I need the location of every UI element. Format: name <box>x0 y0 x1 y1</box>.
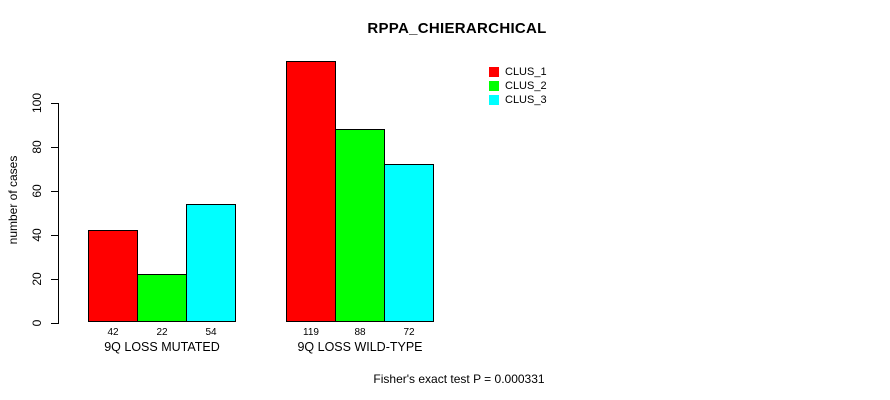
category-label: 9Q LOSS MUTATED <box>104 340 220 354</box>
y-tick <box>51 190 58 192</box>
bar <box>286 60 336 323</box>
y-tick-label: 40 <box>30 227 44 242</box>
bar-value-label: 72 <box>403 327 415 338</box>
legend-item: CLUS_2 <box>489 80 547 92</box>
bar-value-label: 42 <box>107 327 119 338</box>
y-tick-label: 100 <box>30 92 44 113</box>
y-tick-label: 0 <box>30 319 44 326</box>
legend-item: CLUS_1 <box>489 66 547 78</box>
y-tick-label: 80 <box>30 139 44 154</box>
bar <box>384 164 434 323</box>
category-label: 9Q LOSS WILD-TYPE <box>297 340 423 354</box>
legend-item: CLUS_3 <box>489 94 547 106</box>
y-tick <box>51 102 58 104</box>
y-tick <box>51 146 58 148</box>
bar <box>186 203 236 323</box>
legend-label: CLUS_2 <box>505 79 547 92</box>
bar <box>335 128 385 323</box>
y-tick-label: 20 <box>30 271 44 286</box>
legend-swatch <box>489 80 499 91</box>
y-tick <box>51 322 58 324</box>
legend-label: CLUS_3 <box>505 94 547 107</box>
chart-title: RPPA_CHIERARCHICAL <box>367 20 547 37</box>
legend-swatch <box>489 66 499 77</box>
bar-value-label: 119 <box>303 327 319 338</box>
bar-value-label: 54 <box>205 327 217 338</box>
bar <box>137 274 187 323</box>
legend-swatch <box>489 95 499 106</box>
legend-label: CLUS_1 <box>505 65 547 78</box>
bar <box>88 230 138 323</box>
y-tick-label: 60 <box>30 183 44 198</box>
y-axis-line <box>58 102 59 324</box>
fisher-test-note: Fisher's exact test P = 0.000331 <box>373 372 545 386</box>
y-tick <box>51 234 58 236</box>
y-tick <box>51 278 58 280</box>
bar-value-label: 22 <box>156 327 168 338</box>
bar-value-label: 88 <box>354 327 366 338</box>
y-axis-title: number of cases <box>6 155 20 245</box>
